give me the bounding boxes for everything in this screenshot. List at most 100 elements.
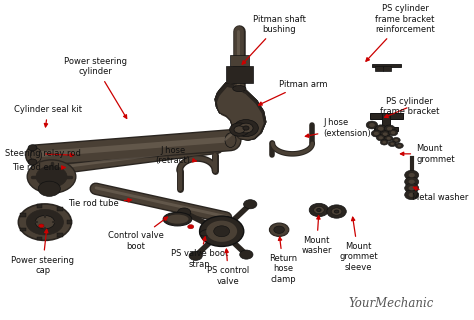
Circle shape bbox=[391, 143, 394, 145]
Circle shape bbox=[35, 215, 55, 229]
Bar bbox=[20, 228, 26, 231]
Ellipse shape bbox=[233, 85, 246, 92]
Text: Power steering
cap: Power steering cap bbox=[11, 229, 74, 275]
Circle shape bbox=[371, 130, 382, 137]
Text: J hose
(extension): J hose (extension) bbox=[305, 118, 371, 138]
Circle shape bbox=[189, 251, 202, 260]
Circle shape bbox=[206, 220, 237, 242]
Circle shape bbox=[392, 138, 400, 143]
Circle shape bbox=[391, 131, 395, 134]
Bar bbox=[37, 204, 42, 208]
Circle shape bbox=[188, 225, 194, 229]
Circle shape bbox=[405, 177, 419, 187]
Circle shape bbox=[376, 135, 385, 141]
Bar bbox=[20, 213, 26, 217]
Circle shape bbox=[388, 141, 396, 147]
Circle shape bbox=[379, 136, 383, 139]
Circle shape bbox=[383, 132, 388, 136]
Circle shape bbox=[394, 139, 398, 141]
Text: Power steering
cylinder: Power steering cylinder bbox=[64, 57, 127, 118]
Circle shape bbox=[269, 223, 289, 236]
Circle shape bbox=[405, 183, 419, 193]
Circle shape bbox=[28, 159, 37, 165]
Text: Metal washer: Metal washer bbox=[412, 187, 468, 202]
Circle shape bbox=[177, 208, 191, 217]
Circle shape bbox=[214, 226, 229, 237]
Circle shape bbox=[398, 144, 401, 147]
Text: Mount
grommet
sleeve: Mount grommet sleeve bbox=[339, 217, 378, 272]
Ellipse shape bbox=[166, 215, 189, 224]
Circle shape bbox=[409, 180, 415, 184]
Circle shape bbox=[38, 181, 60, 196]
Bar bbox=[57, 233, 63, 237]
Circle shape bbox=[409, 173, 415, 177]
Text: PS cylinder
frame bracket
reinforcement: PS cylinder frame bracket reinforcement bbox=[366, 4, 435, 61]
Circle shape bbox=[366, 121, 378, 129]
Circle shape bbox=[36, 166, 67, 187]
Bar bbox=[37, 236, 42, 240]
Bar bbox=[66, 220, 72, 224]
Bar bbox=[372, 64, 401, 67]
Text: PS cylinder
frame bracket: PS cylinder frame bracket bbox=[380, 97, 439, 117]
Circle shape bbox=[334, 210, 339, 213]
Circle shape bbox=[384, 135, 393, 141]
Text: YourMechanic: YourMechanic bbox=[348, 297, 434, 309]
Bar bbox=[57, 207, 63, 211]
Circle shape bbox=[380, 131, 390, 138]
Bar bbox=[374, 127, 399, 131]
Text: Tie rod tube: Tie rod tube bbox=[68, 198, 131, 208]
Circle shape bbox=[27, 160, 76, 193]
Text: Mount
grommet: Mount grommet bbox=[401, 144, 455, 164]
Circle shape bbox=[405, 190, 419, 200]
Text: Cylinder seal kit: Cylinder seal kit bbox=[14, 105, 82, 127]
Circle shape bbox=[409, 186, 415, 190]
Text: Mount
washer: Mount washer bbox=[301, 216, 332, 255]
Ellipse shape bbox=[163, 212, 192, 226]
Circle shape bbox=[200, 216, 244, 246]
Bar bbox=[382, 113, 391, 128]
Circle shape bbox=[409, 193, 415, 197]
Circle shape bbox=[309, 203, 328, 217]
Bar bbox=[370, 114, 403, 119]
Text: Tie rod end: Tie rod end bbox=[12, 163, 65, 172]
Circle shape bbox=[244, 200, 257, 209]
Circle shape bbox=[28, 145, 37, 151]
Text: Return
hose
clamp: Return hose clamp bbox=[270, 237, 298, 284]
Circle shape bbox=[374, 132, 379, 135]
Circle shape bbox=[331, 208, 342, 215]
Circle shape bbox=[378, 127, 383, 131]
Circle shape bbox=[389, 129, 398, 136]
Text: J hose
(retract): J hose (retract) bbox=[155, 146, 196, 165]
Circle shape bbox=[384, 125, 395, 132]
Circle shape bbox=[327, 205, 346, 218]
Text: PS valve boot
strap: PS valve boot strap bbox=[171, 237, 228, 269]
Circle shape bbox=[387, 137, 391, 140]
Circle shape bbox=[314, 206, 324, 214]
Circle shape bbox=[239, 123, 253, 133]
Text: Control valve
boot: Control valve boot bbox=[108, 217, 167, 251]
Circle shape bbox=[380, 140, 388, 145]
Circle shape bbox=[229, 123, 249, 136]
Bar bbox=[383, 67, 391, 71]
Circle shape bbox=[18, 204, 72, 240]
Ellipse shape bbox=[200, 229, 213, 236]
Text: Pitman shaft
bushing: Pitman shaft bushing bbox=[242, 14, 306, 64]
Text: Steering relay rod: Steering relay rod bbox=[5, 149, 81, 158]
Bar bbox=[375, 67, 383, 71]
Text: Pitman arm: Pitman arm bbox=[259, 80, 328, 105]
Bar bbox=[229, 55, 249, 66]
Circle shape bbox=[375, 125, 386, 132]
Circle shape bbox=[317, 209, 321, 212]
Ellipse shape bbox=[30, 148, 42, 163]
Circle shape bbox=[234, 120, 258, 137]
Circle shape bbox=[395, 143, 403, 148]
Circle shape bbox=[240, 250, 253, 259]
Circle shape bbox=[27, 209, 64, 235]
Ellipse shape bbox=[225, 133, 236, 148]
Circle shape bbox=[39, 224, 44, 228]
Circle shape bbox=[369, 123, 375, 127]
Polygon shape bbox=[215, 83, 266, 140]
Circle shape bbox=[243, 126, 249, 130]
Circle shape bbox=[274, 226, 284, 233]
Polygon shape bbox=[215, 83, 266, 140]
